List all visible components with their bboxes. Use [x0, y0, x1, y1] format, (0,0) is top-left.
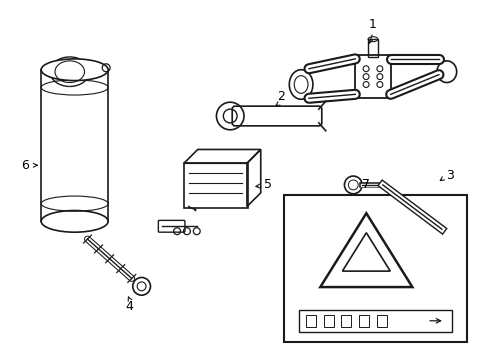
- Bar: [299, 310, 451, 332]
- Bar: [284, 195, 466, 342]
- Bar: [359, 315, 368, 327]
- Text: 5: 5: [263, 179, 271, 192]
- Ellipse shape: [41, 211, 108, 232]
- Text: 2: 2: [277, 90, 285, 103]
- Text: 1: 1: [368, 18, 376, 31]
- Bar: [341, 315, 350, 327]
- Bar: [376, 315, 386, 327]
- Text: 7: 7: [361, 179, 369, 192]
- Bar: [367, 39, 377, 57]
- Bar: [355, 55, 390, 98]
- Bar: [323, 315, 333, 327]
- Ellipse shape: [41, 59, 108, 81]
- Bar: [305, 315, 315, 327]
- Text: 6: 6: [21, 159, 29, 172]
- Bar: [183, 163, 247, 208]
- Text: 4: 4: [125, 300, 133, 312]
- Text: 3: 3: [445, 168, 453, 181]
